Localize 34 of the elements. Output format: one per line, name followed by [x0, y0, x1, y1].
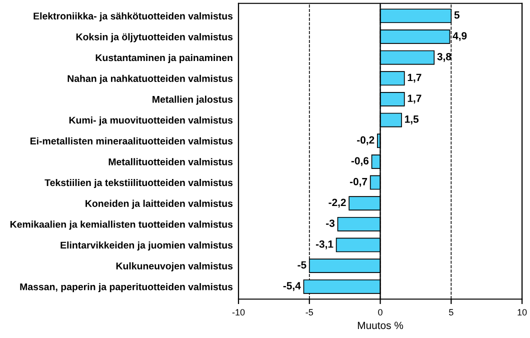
data-label: -2,2 [328, 198, 346, 208]
y-tick-label: Massan, paperin ja paperituotteiden valmistus [20, 283, 233, 292]
y-tick-label: Kustantaminen ja painaminen [96, 54, 232, 64]
data-label: -0,7 [350, 178, 368, 187]
y-tick-label: Metallituotteiden valmistus [108, 158, 233, 166]
data-label: 3,8 [437, 52, 452, 62]
y-tick-label: Elektroniikka- ja sähkötuotteiden valmistus [34, 12, 233, 22]
data-label: -3 [326, 220, 335, 227]
y-tick-label: Ei-metallisten mineraalituotteiden valmistus [30, 137, 233, 144]
y-tick-label: Tekstiilien ja tekstiilituotteiden valmistus [44, 178, 233, 188]
data-label: -5,4 [283, 282, 301, 291]
data-label: -5 [298, 261, 306, 269]
data-label: 4,9 [452, 32, 467, 42]
y-tick-label: Koneiden ja laitteiden valmistus [86, 200, 233, 209]
x-tick-label: -5 [306, 309, 314, 316]
x-tick-label: 10 [518, 309, 527, 316]
data-label: -0,6 [351, 157, 369, 166]
x-tick-label: 0 [378, 309, 382, 316]
data-label: -3,1 [316, 240, 334, 250]
x-tick-label: 5 [449, 309, 454, 316]
y-tick-label: Koksin ja öljytuotteiden valmistus [76, 33, 233, 42]
data-label: 1,5 [405, 116, 419, 124]
x-tick-label: -10 [232, 309, 245, 316]
data-label: 5 [454, 11, 460, 19]
y-tick-label: Kemikaalien ja kemiallisten tuotteiden valmistus [10, 220, 233, 230]
y-tick-label: Nahan ja nahkatuotteiden valmistus [68, 74, 233, 84]
data-label: -0,2 [357, 136, 374, 146]
data-label: 1,7 [408, 94, 422, 104]
y-tick-label: Metallien jalostus [152, 96, 233, 105]
y-tick-label: Elintarvikkeiden ja juomien valmistus [60, 241, 233, 251]
y-tick-label: Kulkuneuvojen valmistus [116, 262, 233, 272]
data-label: 1,7 [408, 74, 422, 83]
x-axis-title: Muutos % [358, 322, 404, 330]
y-tick-label: Kumi- ja muovituotteiden valmistus [69, 116, 233, 126]
